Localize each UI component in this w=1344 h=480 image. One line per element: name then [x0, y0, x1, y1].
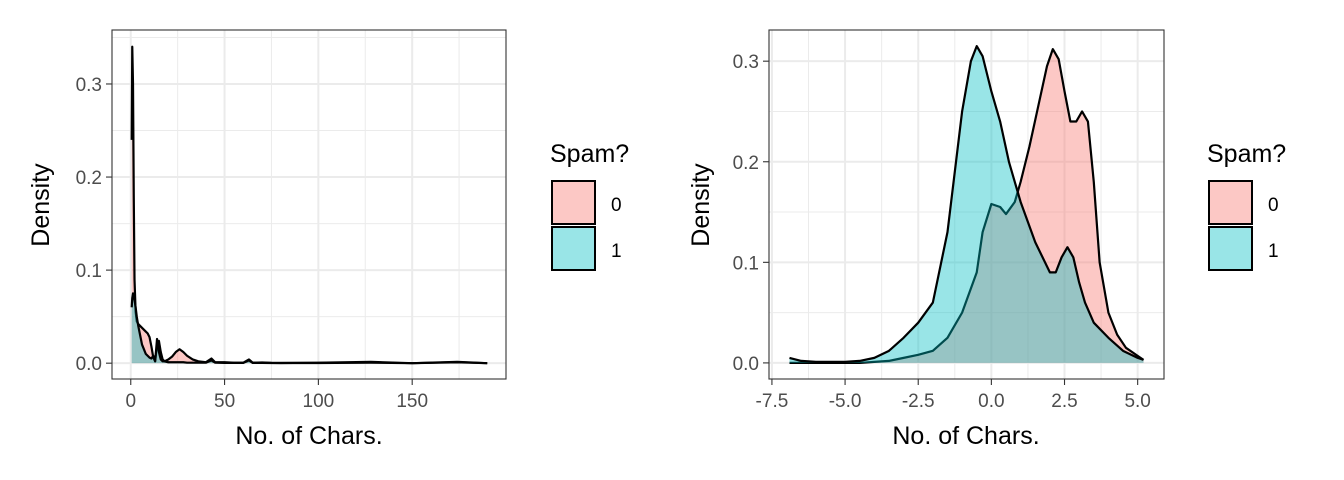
- x-tick-label: 100: [303, 391, 335, 412]
- x-axis: 0 50 100 150: [125, 379, 428, 412]
- x-tick-label: 0.0: [978, 391, 1004, 412]
- legend-key-1: [1208, 226, 1253, 271]
- density-area-1: [789, 46, 1144, 363]
- x-axis-title: No. of Chars.: [235, 422, 382, 450]
- x-tick-label: 50: [214, 391, 235, 412]
- x-tick-label: 0: [125, 391, 136, 412]
- y-axis: 0.0 0.1 0.2 0.3: [76, 75, 112, 375]
- x-tick-label: -7.5: [756, 391, 789, 412]
- legend-label-0: 0: [611, 195, 622, 216]
- y-tick-label: 0.1: [76, 261, 102, 282]
- x-axis: -7.5 -5.0 -2.5 0.0 2.5 5.0: [756, 379, 1151, 412]
- legend-label-1: 1: [1268, 241, 1279, 262]
- x-tick-label: 5.0: [1124, 391, 1150, 412]
- legend-title: Spam?: [1207, 140, 1286, 168]
- panel-right: -7.5 -5.0 -2.5 0.0 2.5 5.0 0.0 0.1 0.2 0.3 No. o…: [687, 29, 1286, 450]
- plot-panel: [112, 30, 506, 379]
- legend-key-1: [551, 226, 596, 271]
- y-axis: 0.0 0.1 0.2 0.3: [733, 52, 769, 375]
- x-tick-label: -5.0: [829, 391, 862, 412]
- y-tick-label: 0.0: [733, 354, 759, 375]
- legend-key-0: [1208, 180, 1253, 225]
- y-axis-title: Density: [27, 163, 55, 247]
- y-tick-label: 0.1: [733, 253, 759, 274]
- x-tick-label: 2.5: [1051, 391, 1077, 412]
- x-tick-label: 150: [396, 391, 428, 412]
- y-axis-title: Density: [687, 163, 715, 247]
- legend: Spam? 0 1: [550, 140, 629, 271]
- density-area-0: [789, 49, 1144, 363]
- y-tick-label: 0.2: [733, 153, 759, 174]
- series-areas: [789, 44, 1145, 365]
- y-tick-label: 0.3: [76, 75, 102, 96]
- density-line-1: [130, 292, 488, 365]
- legend-label-0: 0: [1268, 195, 1279, 216]
- y-tick-label: 0.0: [76, 354, 102, 375]
- density-line-1: [789, 44, 1144, 363]
- y-tick-label: 0.3: [733, 52, 759, 73]
- density-line-0: [789, 48, 1145, 365]
- x-tick-label: -2.5: [902, 391, 935, 412]
- legend-key-0: [551, 180, 596, 225]
- series-areas: [130, 45, 488, 365]
- x-axis-title: No. of Chars.: [892, 422, 1039, 450]
- legend-title: Spam?: [550, 140, 629, 168]
- legend: Spam? 0 1: [1207, 140, 1286, 271]
- y-tick-label: 0.2: [76, 168, 102, 189]
- legend-label-1: 1: [611, 241, 622, 262]
- panel-border: [111, 29, 507, 380]
- panel-border: [768, 29, 1165, 380]
- panel-left: 0 50 100 150 0.0 0.1 0.2 0.3 No. of Chars. Den…: [27, 29, 629, 450]
